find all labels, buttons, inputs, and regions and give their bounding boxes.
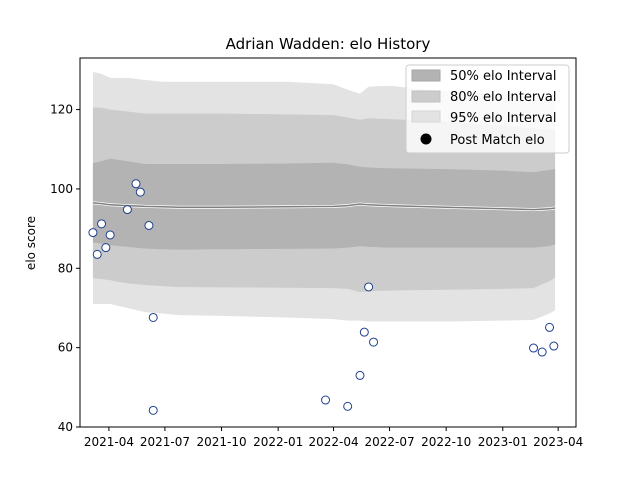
legend-swatch-80 (411, 90, 441, 103)
x-tick-label-0: 2021-04 (84, 435, 134, 449)
data-point-14 (359, 327, 369, 337)
x-tick-label-1: 2021-07 (140, 435, 190, 449)
data-point-7 (135, 187, 145, 197)
data-point-10 (148, 405, 158, 415)
legend-label-95: 95% elo Interval (450, 111, 557, 126)
legend-marker-post-match (420, 133, 432, 145)
x-tick-label-6: 2022-10 (421, 435, 471, 449)
data-point-0 (88, 228, 98, 238)
x-tick-label-3: 2022-01 (253, 435, 303, 449)
legend-label-80: 80% elo Interval (450, 90, 557, 105)
data-point-19 (545, 322, 555, 332)
legend-swatch-95 (411, 110, 441, 123)
data-point-11 (321, 395, 331, 405)
x-tick-label-4: 2022-04 (308, 435, 358, 449)
data-point-4 (105, 230, 115, 240)
y-tick-label-1: 60 (58, 341, 73, 355)
y-tick-label-2: 80 (58, 261, 73, 275)
x-axis: 2021-04 2021-07 2021-10 2022-01 2022-04 2022-… (84, 427, 583, 449)
data-point-5 (122, 205, 132, 215)
data-point-16 (369, 337, 379, 347)
x-tick-label-7: 2023-01 (478, 435, 528, 449)
band-50 (92, 158, 556, 250)
y-tick-label-3: 100 (50, 182, 73, 196)
data-point-12 (343, 401, 353, 411)
data-point-2 (97, 219, 107, 229)
data-point-8 (144, 220, 154, 230)
legend: 50% elo Interval 80% elo Interval 95% el… (405, 64, 570, 154)
legend-swatch-50 (411, 69, 441, 82)
data-point-15 (364, 282, 374, 292)
x-tick-label-8: 2023-04 (533, 435, 583, 449)
data-point-6 (131, 179, 141, 189)
post-match-points (88, 179, 559, 415)
plot-frame (79, 57, 577, 428)
data-point-17 (529, 343, 539, 353)
legend-box (405, 64, 570, 154)
legend-label-50: 50% elo Interval (450, 69, 557, 84)
legend-label-post-match: Post Match elo (450, 133, 545, 148)
data-point-3 (101, 243, 111, 253)
data-point-20 (549, 341, 559, 351)
y-tick-label-4: 120 (50, 103, 73, 117)
chart-title: Adrian Wadden: elo History (226, 35, 431, 53)
x-tick-label-2: 2021-10 (196, 435, 246, 449)
data-point-13 (355, 370, 365, 380)
y-axis: 40 60 80 100 120 (50, 103, 80, 434)
data-point-18 (537, 347, 547, 357)
data-point-9 (148, 312, 158, 322)
y-axis-label: elo score (24, 216, 38, 270)
data-point-1 (92, 249, 102, 259)
y-tick-label-0: 40 (58, 420, 73, 434)
x-tick-label-5: 2022-07 (364, 435, 414, 449)
